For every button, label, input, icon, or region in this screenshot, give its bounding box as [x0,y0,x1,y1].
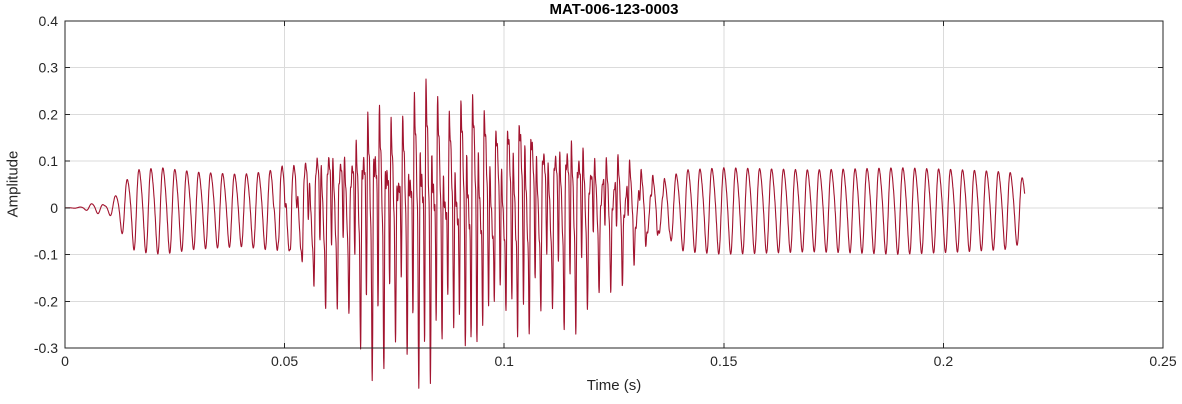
y-tick-label: 0.4 [39,13,59,29]
axes-box [64,20,1164,349]
y-tick-label: 0.3 [39,60,59,76]
y-tick-label: 0 [50,200,58,216]
x-tick-label: 0.2 [934,353,954,369]
y-tick-label: -0.1 [34,247,58,263]
x-tick-label: 0.25 [1149,353,1176,369]
chart-title: MAT-006-123-0003 [549,1,679,18]
x-tick-label: 0 [61,353,69,369]
x-tick-label: 0.1 [494,353,514,369]
x-axis-label: Time (s) [586,377,642,394]
y-tick-label: -0.3 [34,340,58,356]
x-tick-label: 0.05 [271,353,298,369]
x-tick-label: 0.15 [710,353,737,369]
y-tick-label: 0.2 [39,106,59,122]
y-tick-label: 0.1 [39,153,59,169]
waveform-line [64,78,1026,389]
y-tick-label: -0.2 [34,293,58,309]
